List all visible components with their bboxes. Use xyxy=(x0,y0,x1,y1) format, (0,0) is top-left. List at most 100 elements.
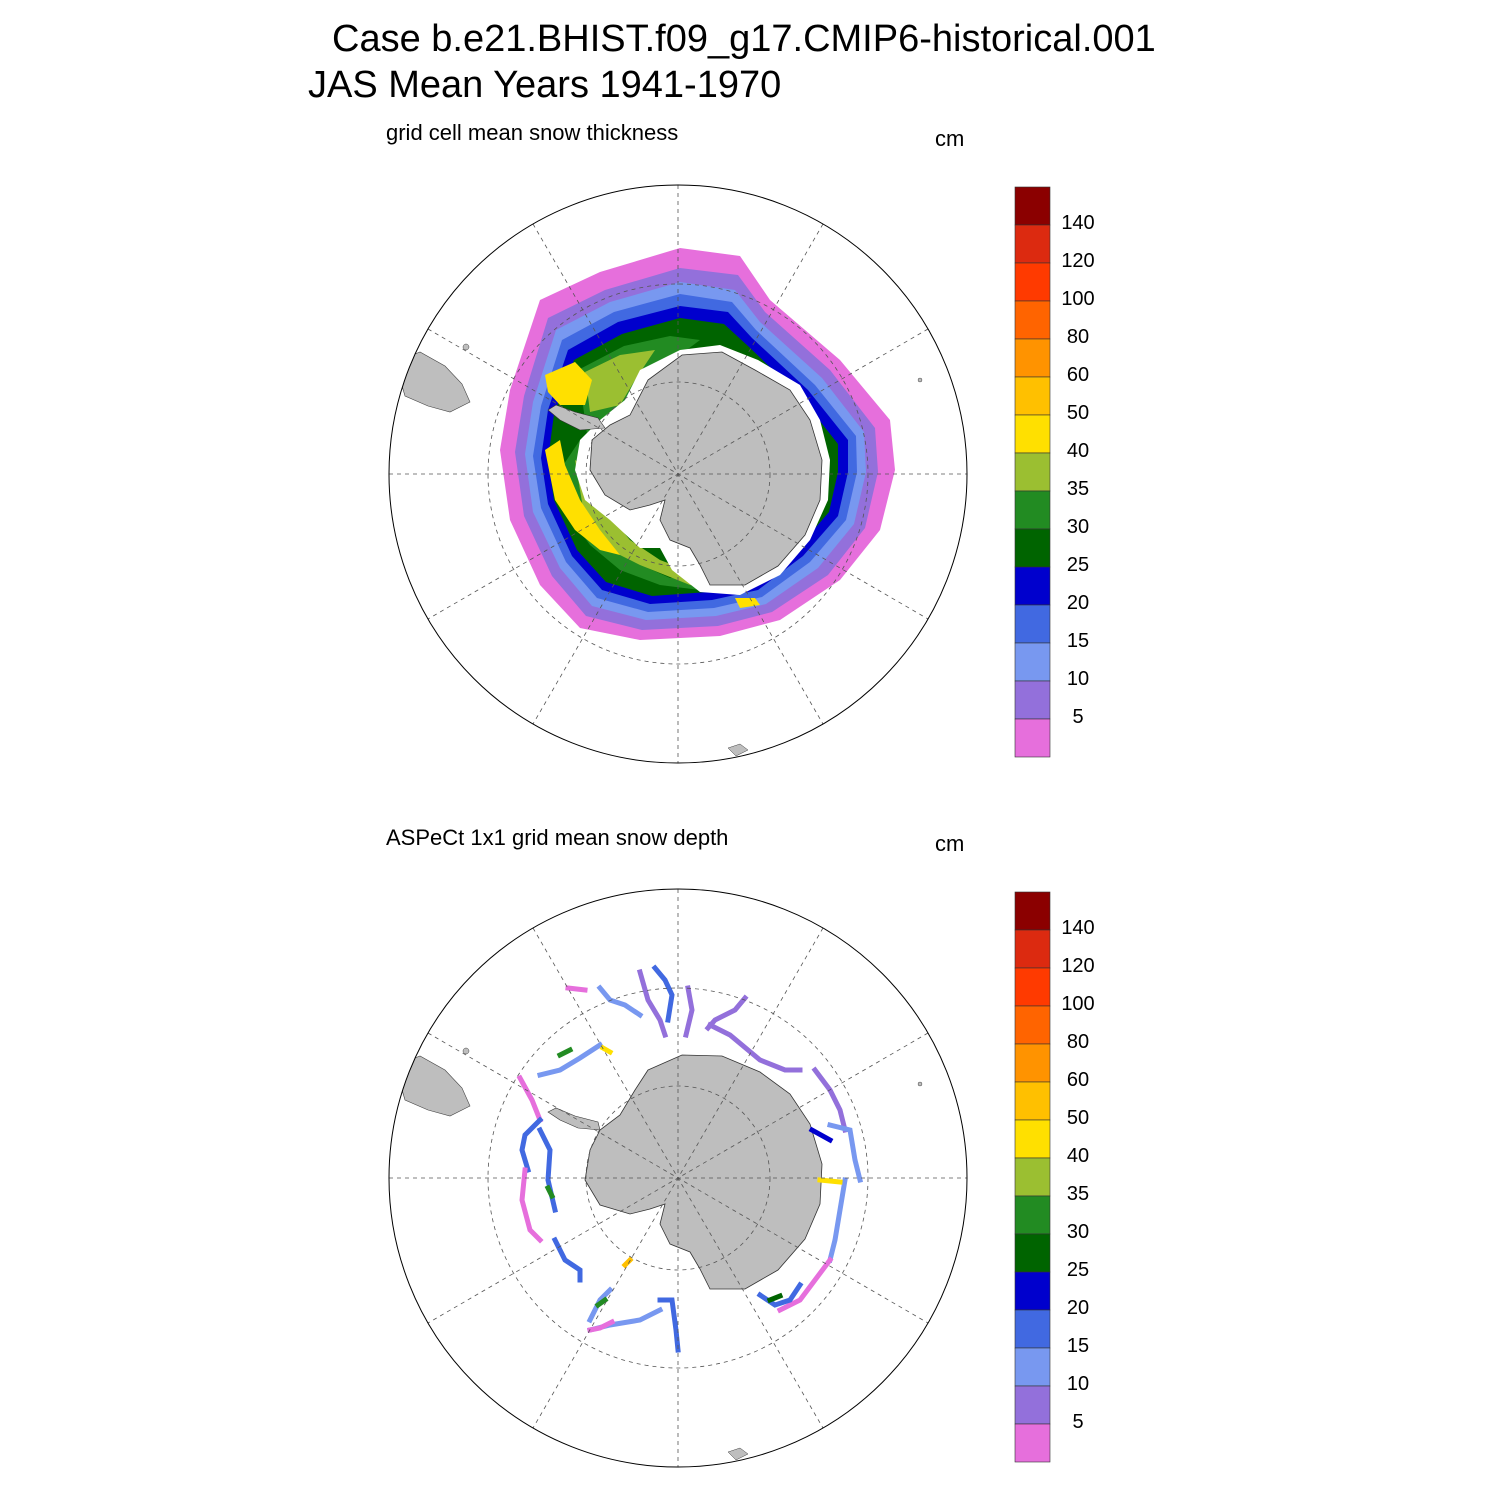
ship-track xyxy=(519,1167,544,1244)
ship-track xyxy=(565,985,588,993)
ship-track xyxy=(682,985,695,1039)
colorbar-tick-label: 80 xyxy=(1066,326,1090,348)
ship-track xyxy=(586,1306,664,1334)
ship-track xyxy=(621,1256,634,1269)
snow-band-40-50 xyxy=(545,362,592,405)
ship-track xyxy=(706,1021,803,1073)
panel1-subtitle: grid cell mean snow thickness xyxy=(386,120,679,145)
ship-track xyxy=(519,1116,544,1174)
colorbar-swatch xyxy=(1014,1157,1051,1197)
ship-track xyxy=(776,1256,834,1314)
colorbar-swatch xyxy=(1014,186,1051,226)
ship-track xyxy=(826,1177,848,1264)
colorbar-swatch xyxy=(1014,718,1051,758)
colorbar-tick-label: 10 xyxy=(1066,668,1090,690)
colorbar-swatch xyxy=(1014,1043,1051,1083)
ship-track xyxy=(704,994,749,1032)
figure-title-case: Case b.e21.BHIST.f09_g17.CMIP6-historica… xyxy=(332,18,1156,60)
ship-track xyxy=(657,1297,681,1353)
ship-track xyxy=(536,1041,604,1079)
antarctic-peninsula-2 xyxy=(547,1107,601,1131)
snow-band-40-50-c xyxy=(735,598,760,608)
colorbar-swatch xyxy=(1014,566,1051,606)
colorbar-swatch xyxy=(1014,490,1051,530)
ship-track xyxy=(594,1296,609,1309)
colorbar-tick-label: 140 xyxy=(1061,212,1095,234)
figure-title-period: JAS Mean Years 1941-1970 xyxy=(308,64,782,106)
ship-track xyxy=(587,1318,616,1333)
colorbar-tick-label: 120 xyxy=(1061,250,1095,272)
ship-track xyxy=(826,1121,864,1184)
ship-track xyxy=(544,1184,556,1200)
colorbar-tick-label: 35 xyxy=(1066,1183,1090,1205)
panel1-units: cm xyxy=(935,126,965,151)
ship-track xyxy=(811,1066,849,1134)
ship-track xyxy=(756,1281,804,1308)
subantarctic-island xyxy=(727,743,749,757)
colorbar-swatch xyxy=(1014,1309,1051,1349)
colorbar-swatch xyxy=(1014,1423,1051,1463)
colorbar-tick-label: 35 xyxy=(1066,478,1090,500)
colorbar-tick-label: 5 xyxy=(1072,1411,1084,1433)
colorbar-swatch xyxy=(1014,376,1051,416)
panel1-colorbar xyxy=(1014,186,1051,758)
colorbar-swatch xyxy=(1014,1385,1051,1425)
colorbar-tick-label: 80 xyxy=(1066,1031,1090,1053)
south-america-landmass-2 xyxy=(394,1055,471,1117)
colorbar-swatch xyxy=(1014,1233,1051,1273)
colorbar-tick-label: 15 xyxy=(1066,630,1090,652)
colorbar-swatch xyxy=(1014,452,1051,492)
ship-track xyxy=(817,1177,843,1185)
colorbar-swatch xyxy=(1014,224,1051,264)
ship-track xyxy=(586,1286,614,1324)
snow-band-40-50-b xyxy=(545,440,620,555)
colorbar-tick-label: 20 xyxy=(1066,592,1090,614)
panel2-units: cm xyxy=(935,831,965,856)
colorbar-tick-label: 100 xyxy=(1061,288,1095,310)
panel2-subtitle: ASPeCt 1x1 grid mean snow depth xyxy=(386,825,729,850)
colorbar-swatch xyxy=(1014,680,1051,720)
colorbar-tick-label: 140 xyxy=(1061,917,1095,939)
colorbar-swatch xyxy=(1014,604,1051,644)
ship-track xyxy=(808,1126,834,1144)
colorbar-tick-label: 100 xyxy=(1061,993,1095,1015)
ship-track xyxy=(766,1292,784,1304)
panel1-map xyxy=(388,184,1051,764)
subantarctic-island-2 xyxy=(727,1447,749,1461)
ship-track xyxy=(599,1044,614,1056)
ship-track xyxy=(556,1046,574,1059)
colorbar-swatch xyxy=(1014,1119,1051,1159)
colorbar-tick-label: 60 xyxy=(1066,364,1090,386)
colorbar-tick-label: 15 xyxy=(1066,1335,1090,1357)
colorbar-swatch xyxy=(1014,528,1051,568)
snow-band-35-40-b xyxy=(575,460,740,590)
colorbar-swatch xyxy=(1014,414,1051,454)
colorbar-tick-label: 25 xyxy=(1066,1259,1090,1281)
colorbar-tick-label: 5 xyxy=(1072,706,1084,728)
colorbar-swatch xyxy=(1014,891,1051,931)
ship-track xyxy=(551,1236,583,1283)
colorbar-tick-label: 40 xyxy=(1066,440,1090,462)
colorbar-swatch xyxy=(1014,1081,1051,1121)
colorbar-swatch xyxy=(1014,1005,1051,1045)
colorbar-swatch xyxy=(1014,300,1051,340)
ship-track xyxy=(596,984,644,1019)
ship-track xyxy=(651,964,675,1023)
colorbar-tick-label: 60 xyxy=(1066,1069,1090,1091)
colorbar-swatch xyxy=(1014,967,1051,1007)
colorbar-tick-label: 120 xyxy=(1061,955,1095,977)
colorbar-tick-label: 30 xyxy=(1066,1221,1090,1243)
snow-band-35-40 xyxy=(585,350,655,412)
colorbar-swatch xyxy=(1014,1271,1051,1311)
colorbar-swatch xyxy=(1014,338,1051,378)
colorbar-tick-label: 25 xyxy=(1066,554,1090,576)
colorbar-tick-label: 30 xyxy=(1066,516,1090,538)
colorbar-tick-label: 10 xyxy=(1066,1373,1090,1395)
antarctic-peninsula xyxy=(547,404,606,431)
colorbar-swatch xyxy=(1014,262,1051,302)
colorbar-tick-label: 40 xyxy=(1066,1145,1090,1167)
ship-track xyxy=(516,1074,544,1124)
ship-track xyxy=(536,1126,559,1214)
colorbar-tick-label: 50 xyxy=(1066,1107,1090,1129)
ship-track xyxy=(636,968,669,1039)
